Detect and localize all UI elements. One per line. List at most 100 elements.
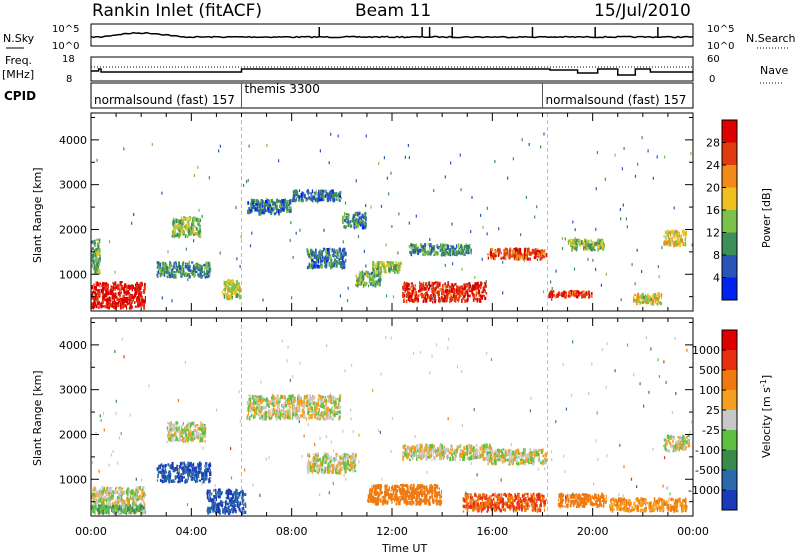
power-cell xyxy=(337,194,340,198)
power-cell xyxy=(163,270,166,273)
power-echo xyxy=(337,134,339,138)
vel-cell xyxy=(305,404,308,407)
vel-cell xyxy=(96,504,98,508)
vel-cell xyxy=(209,468,211,473)
power-cell xyxy=(187,273,190,277)
power-echo xyxy=(328,161,330,165)
power-cell xyxy=(567,240,570,245)
vel-cell xyxy=(131,502,134,506)
power-cell xyxy=(439,246,442,250)
power-cell xyxy=(339,199,341,202)
power-cell xyxy=(111,294,114,299)
vel-cell xyxy=(332,395,335,399)
power-cell xyxy=(452,249,454,253)
power-cell xyxy=(231,295,233,299)
power-echo xyxy=(373,271,375,275)
vel-cell xyxy=(227,506,229,510)
power-cell xyxy=(175,234,177,238)
power-cell xyxy=(411,290,414,296)
vel-cell xyxy=(350,466,352,470)
power-cell xyxy=(311,197,314,203)
vel-cell xyxy=(251,403,254,408)
power-cell xyxy=(451,245,455,249)
power-cell xyxy=(96,238,99,241)
power-cell xyxy=(100,288,103,294)
vel-cell xyxy=(373,497,375,500)
vel-cell xyxy=(261,414,263,418)
power-cell xyxy=(231,279,234,283)
vel-cell xyxy=(256,405,259,409)
power-cell xyxy=(198,221,200,225)
power-cell xyxy=(375,280,378,284)
power-cell xyxy=(340,264,343,269)
power-cell xyxy=(99,256,101,260)
vel-cell xyxy=(185,469,188,474)
power-echo xyxy=(574,237,576,241)
power-cell xyxy=(323,248,325,251)
power-cell xyxy=(441,251,444,255)
vel-cell xyxy=(297,414,300,420)
power-cell xyxy=(509,248,511,253)
vel-cell xyxy=(313,464,315,469)
power-cell xyxy=(317,254,318,260)
power-cell xyxy=(455,252,458,257)
power-echo xyxy=(385,294,388,298)
vel-cell xyxy=(199,462,201,468)
power-cell xyxy=(179,229,182,232)
vel-cell xyxy=(191,437,193,440)
power-echo xyxy=(251,231,253,235)
vel-cell xyxy=(347,467,349,471)
power-cell xyxy=(288,209,291,214)
vel-cell xyxy=(300,414,303,418)
power-cell xyxy=(526,252,528,255)
vel-cell xyxy=(429,495,432,500)
power-cell xyxy=(355,274,357,278)
power-cell xyxy=(376,261,378,266)
vel-cell xyxy=(331,467,334,471)
power-cell xyxy=(335,192,338,197)
vel-cell xyxy=(92,508,94,514)
vel-cell xyxy=(319,457,321,461)
power-scatter-region xyxy=(632,292,663,306)
vel-cell xyxy=(106,488,108,491)
vel-cell xyxy=(400,496,403,501)
vel-cell xyxy=(224,506,226,510)
vel-cell xyxy=(204,426,207,431)
vel-cell xyxy=(110,494,113,500)
power-cell xyxy=(260,199,263,203)
power-cell xyxy=(111,286,114,291)
power-cell xyxy=(665,236,667,241)
vel-cell xyxy=(114,505,117,508)
vel-cell xyxy=(271,399,274,405)
power-cell xyxy=(178,261,180,264)
power-cell xyxy=(94,268,97,274)
power-cell xyxy=(431,281,434,286)
power-cell xyxy=(319,265,321,268)
power-cell xyxy=(255,207,257,212)
power-cell xyxy=(112,283,115,286)
power-cell xyxy=(460,243,463,247)
power-cell xyxy=(452,284,454,290)
power-cell xyxy=(225,286,228,290)
power-cell xyxy=(579,244,582,247)
power-cell xyxy=(234,287,237,292)
power-cell xyxy=(467,285,470,291)
power-cell xyxy=(276,208,279,213)
vel-cell xyxy=(201,477,204,480)
power-cell xyxy=(407,298,410,301)
power-cell xyxy=(205,261,207,266)
vel-cell xyxy=(377,493,380,498)
vel-cell xyxy=(176,422,178,428)
power-cell xyxy=(449,254,452,257)
power-echo xyxy=(604,177,606,181)
power-cell xyxy=(340,253,343,257)
power-cell xyxy=(445,250,447,255)
power-cell xyxy=(206,275,209,279)
power-cell xyxy=(273,206,275,210)
power-cell xyxy=(497,248,499,252)
power-cell xyxy=(355,212,357,217)
power-cell xyxy=(479,285,482,290)
power-cell xyxy=(393,270,396,274)
vel-cell xyxy=(174,432,176,435)
power-cell xyxy=(529,252,532,256)
